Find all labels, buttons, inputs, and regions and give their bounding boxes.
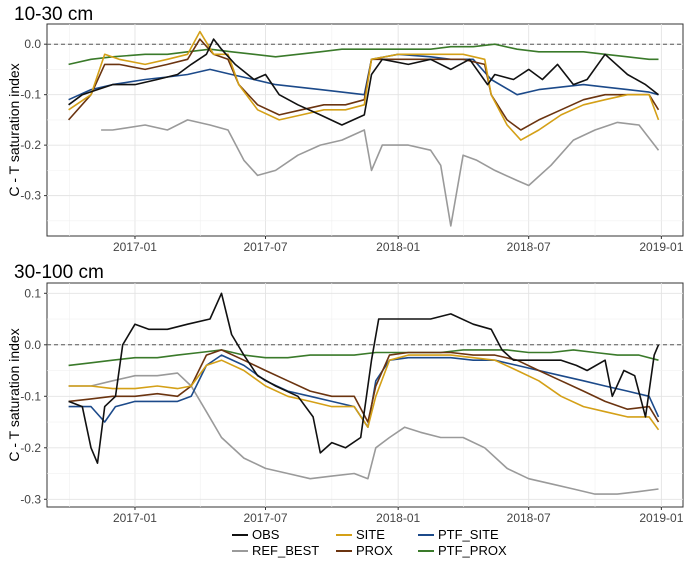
series-line-site — [68, 30, 660, 141]
x-tick-label: 2019-01 — [639, 240, 683, 254]
legend-label: PTF_SITE — [438, 527, 499, 542]
legend-item-prox: PROX — [336, 543, 393, 558]
y-tick-label: 0.0 — [24, 37, 41, 51]
series-line-prox — [68, 349, 660, 423]
legend-label: PROX — [356, 543, 393, 558]
x-tick-label: 2018-07 — [507, 511, 551, 525]
panel-title: 30-100 cm — [14, 262, 104, 283]
legend-item-obs: OBS — [232, 527, 280, 542]
x-tick-label: 2017-07 — [243, 240, 287, 254]
y-axis: 0.0 -0.1 -0.2 -0.3 — [20, 37, 47, 203]
x-tick-label: 2017-01 — [113, 240, 157, 254]
y-axis-label: C - T saturation index — [6, 63, 22, 196]
legend-label: PTF_PROX — [438, 543, 507, 558]
series-line-ptf-prox — [68, 349, 659, 367]
y-tick-label: -0.1 — [20, 389, 41, 403]
panel-10-30-cm: 10-30 cm 0.0-0.1-0.2-0.3 2017-01 2017-07 2… — [6, 4, 684, 254]
legend-item-site: SITE — [336, 527, 385, 542]
series-group — [68, 30, 660, 227]
legend-item-ptf-site: PTF_SITE — [418, 527, 499, 542]
series-group — [68, 292, 660, 495]
series-line-ref-best — [68, 372, 659, 495]
y-tick-label: -0.1 — [20, 88, 41, 102]
legend-item-ref-best: REF_BEST — [232, 543, 319, 558]
x-tick-label: 2018-07 — [507, 240, 551, 254]
y-tick-label: -0.3 — [20, 189, 41, 203]
x-tick-label: 2018-01 — [376, 240, 420, 254]
x-axis: 2017-01 2017-07 2018-01 2018-07 2019-01 — [113, 507, 684, 525]
series-line-ptf-prox — [68, 43, 659, 66]
legend-label: REF_BEST — [252, 543, 319, 558]
x-tick-label: 2017-01 — [113, 511, 157, 525]
y-tick-label: -0.2 — [20, 441, 41, 455]
y-tick-label: -0.2 — [20, 138, 41, 152]
x-tick-label: 2018-01 — [376, 511, 420, 525]
y-tick-label: -0.3 — [20, 492, 41, 506]
series-line-site — [68, 354, 660, 431]
y-tick-label: 0.0 — [24, 338, 41, 352]
series-line-obs — [68, 292, 660, 464]
series-line-ref-best — [101, 119, 660, 227]
x-axis: 2017-01 2017-07 2018-01 2018-07 2019-01 — [113, 236, 684, 254]
x-tick-label: 2019-01 — [639, 511, 683, 525]
y-axis: 0.1 0.0 -0.1 -0.2 -0.3 — [20, 286, 47, 506]
y-tick-label: 0.1 — [24, 286, 41, 300]
x-tick-label: 2017-07 — [243, 511, 287, 525]
series-line-obs — [68, 38, 659, 126]
panel-title: 10-30 cm — [14, 4, 93, 25]
grid — [47, 283, 683, 507]
legend-item-ptf-prox: PTF_PROX — [418, 543, 507, 558]
legend-label: SITE — [356, 527, 385, 542]
legend-label: OBS — [252, 527, 280, 542]
y-axis-label: C - T saturation index — [6, 328, 22, 461]
panel-30-100-cm: 30-100 cm 0.10.0-0.1-0.2-0.3 2017-01 2017… — [6, 262, 684, 525]
